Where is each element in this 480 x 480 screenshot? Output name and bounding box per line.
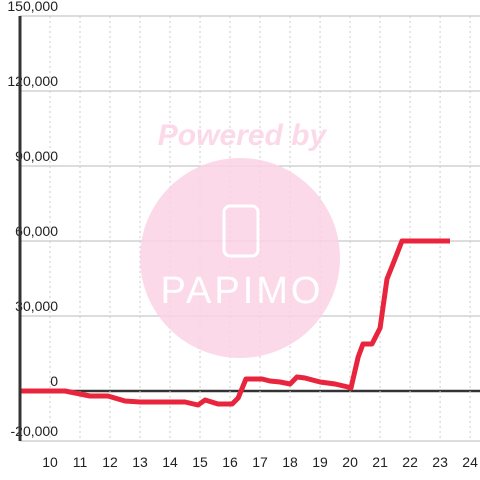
x-tick-label: 17 (252, 454, 268, 470)
x-tick-label: 22 (402, 454, 418, 470)
x-tick-label: 14 (162, 454, 178, 470)
y-tick-label: 90,000 (15, 148, 58, 164)
y-tick-label: 0 (50, 373, 58, 389)
watermark-icon (222, 204, 260, 258)
x-tick-label: 11 (73, 454, 88, 470)
grid: -20,000 0 30,000 60,000 90,000 120,000 150,000… (7, 0, 480, 470)
x-tick-label: 24 (462, 454, 478, 470)
x-tick-label: 16 (222, 454, 238, 470)
watermark-circle (140, 158, 340, 358)
x-tick-label: 19 (312, 454, 328, 470)
line (20, 238, 450, 408)
x-tick-label: 21 (372, 454, 388, 470)
y-tick-label: 120,000 (7, 73, 58, 89)
x-tick-label: 12 (102, 454, 118, 470)
x-tick-label: 10 (42, 454, 58, 470)
y-tick-label: -20,000 (11, 423, 59, 439)
x-tick-label: 13 (132, 454, 148, 470)
x-tick-label: 18 (282, 454, 298, 470)
y-tick-label: 150,000 (7, 0, 58, 14)
watermark-text: Powered by (158, 119, 328, 152)
y-tick-label: 60,000 (15, 223, 58, 239)
watermark: Powered by PAPIMO (140, 119, 340, 358)
x-tick-label: 20 (342, 454, 358, 470)
watermark-logo: PAPIMO (161, 270, 324, 312)
y-tick-label: 30,000 (15, 298, 58, 314)
marks (20, 238, 450, 408)
x-tick-label: 23 (432, 454, 448, 470)
x-tick-label: 15 (192, 454, 208, 470)
